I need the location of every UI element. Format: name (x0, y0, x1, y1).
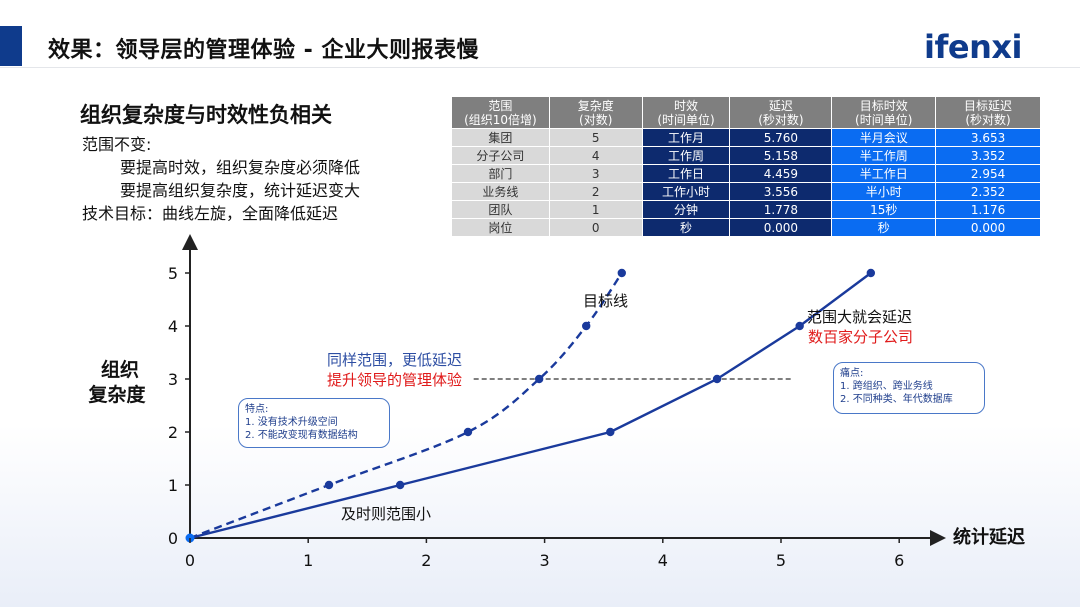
note-title: 痛点: (840, 368, 864, 379)
data-point (606, 427, 615, 437)
y-tick-label: 1 (168, 476, 178, 495)
y-tick-label: 4 (168, 317, 178, 336)
table-row: 集团 5 工作月 5.760 半月会议 3.653 (451, 128, 1041, 147)
data-point (395, 480, 405, 490)
note-line: 要提高时效，组织复杂度必须降低 (120, 158, 361, 177)
table-cell: 半工作日 (831, 164, 937, 183)
table-cell: 集团 (451, 128, 550, 147)
table-cell: 1 (548, 200, 643, 219)
column-header: 复杂度 (对数) (548, 96, 643, 129)
current-series-line (189, 272, 872, 540)
features-note-box: 特点: 1. 没有技术升级空间 2. 不能改变现有数据结构 (238, 398, 390, 448)
table-cell: 0 (548, 218, 643, 237)
table-row: 分子公司 4 工作周 5.158 半工作周 3.352 (451, 146, 1041, 165)
y-tick-label: 0 (168, 529, 178, 548)
ifenxi-logo: ifenxi (924, 28, 1022, 66)
table-cell: 业务线 (451, 182, 550, 201)
y-tick-label: 3 (168, 370, 178, 389)
column-header: 时效 (时间单位) (641, 96, 731, 129)
x-axis-title: 统计延迟 (953, 526, 1025, 548)
y-tick-label: 5 (168, 264, 178, 283)
scope-notes: 范围不变: 要提高时效，组织复杂度必须降低 要提高组织复杂度，统计延迟变大 技术… (82, 133, 360, 225)
pain-points-note-box: 痛点: 1. 跨组织、跨业务线 2. 不同种类、年代数据库 (833, 362, 985, 414)
x-tick-label: 6 (894, 551, 904, 570)
data-point (866, 268, 876, 278)
table-cell: 半小时 (831, 182, 937, 201)
metrics-table: 范围 (组织10倍增) 复杂度 (对数) 时效 (时间单位) 延迟 (秒对数) 目标时效… (451, 96, 1041, 237)
table-cell: 团队 (451, 200, 550, 219)
data-point (582, 321, 591, 331)
table-cell: 4.459 (729, 164, 833, 183)
x-tick-label: 1 (303, 551, 313, 570)
annotation-large-scope: 范围大就会延迟 (807, 308, 912, 326)
table-row: 部门 3 工作日 4.459 半工作日 2.954 (451, 164, 1041, 183)
note-item: 1. 没有技术升级空间 (245, 417, 338, 428)
note-item: 2. 不同种类、年代数据库 (840, 394, 953, 405)
x-tick-label: 3 (540, 551, 550, 570)
table-cell: 3.653 (935, 128, 1041, 147)
x-tick-label: 4 (658, 551, 668, 570)
table-row: 团队 1 分钟 1.778 15秒 1.176 (451, 200, 1041, 219)
data-point (712, 374, 722, 384)
table-cell: 工作月 (641, 128, 731, 147)
table-cell: 2.352 (935, 182, 1041, 201)
annotation-same-scope: 同样范围，更低延迟 (327, 351, 462, 369)
table-cell: 秒 (641, 218, 731, 237)
table-cell: 秒 (831, 218, 937, 237)
table-header-row: 范围 (组织10倍增) 复杂度 (对数) 时效 (时间单位) 延迟 (秒对数) 目标时效… (451, 96, 1041, 129)
table-cell: 0.000 (729, 218, 833, 237)
table-cell: 4 (548, 146, 643, 165)
table-cell: 3.352 (935, 146, 1041, 165)
data-point (324, 480, 334, 490)
table-cell: 3 (548, 164, 643, 183)
data-point (795, 321, 804, 331)
y-tick-label: 2 (168, 423, 178, 442)
column-header: 目标时效 (时间单位) (831, 96, 937, 129)
bottom-label: 及时则范围小 (341, 505, 431, 523)
table-cell: 1.176 (935, 200, 1041, 219)
table-cell: 岗位 (451, 218, 550, 237)
data-point (617, 268, 626, 278)
data-point (534, 374, 544, 384)
table-cell: 15秒 (831, 200, 937, 219)
header-bar (0, 0, 1080, 68)
section-subtitle: 组织复杂度与时效性负相关 (80, 103, 332, 127)
x-tick-label: 5 (776, 551, 786, 570)
title-accent-block (0, 26, 22, 66)
note-item: 2. 不能改变现有数据结构 (245, 430, 358, 441)
note-title: 特点: (245, 404, 269, 415)
note-line: 要提高组织复杂度，统计延迟变大 (120, 181, 361, 200)
table-cell: 2 (548, 182, 643, 201)
slide-title: 效果：领导层的管理体验 - 企业大则报表慢 (48, 38, 479, 63)
note-line: 范围不变: (82, 135, 152, 154)
table-cell: 半月会议 (831, 128, 937, 147)
annotation-improve-experience: 提升领导的管理体验 (327, 371, 462, 389)
y-axis-title-line1: 组织 (101, 358, 139, 381)
table-cell: 分钟 (641, 200, 731, 219)
x-tick-label: 2 (421, 551, 431, 570)
table-cell: 部门 (451, 164, 550, 183)
table-cell: 5.760 (729, 128, 833, 147)
table-cell: 工作周 (641, 146, 731, 165)
table-cell: 0.000 (935, 218, 1041, 237)
note-line: 技术目标：曲线左旋，全面降低延迟 (82, 204, 339, 223)
table-row: 岗位 0 秒 0.000 秒 0.000 (451, 218, 1041, 237)
table-cell: 5.158 (729, 146, 833, 165)
table-cell: 工作日 (641, 164, 731, 183)
note-item: 1. 跨组织、跨业务线 (840, 381, 933, 392)
column-header: 延迟 (秒对数) (729, 96, 833, 129)
target-line-label: 目标线 (583, 292, 628, 310)
annotation-subsidiaries: 数百家分子公司 (808, 328, 913, 346)
column-header: 目标延迟 (秒对数) (935, 96, 1041, 129)
x-tick-label: 0 (185, 551, 195, 570)
axes (182, 234, 946, 546)
y-axis-title-line2: 复杂度 (87, 383, 146, 406)
data-point (463, 427, 473, 437)
table-cell: 1.778 (729, 200, 833, 219)
table-cell: 工作小时 (641, 182, 731, 201)
